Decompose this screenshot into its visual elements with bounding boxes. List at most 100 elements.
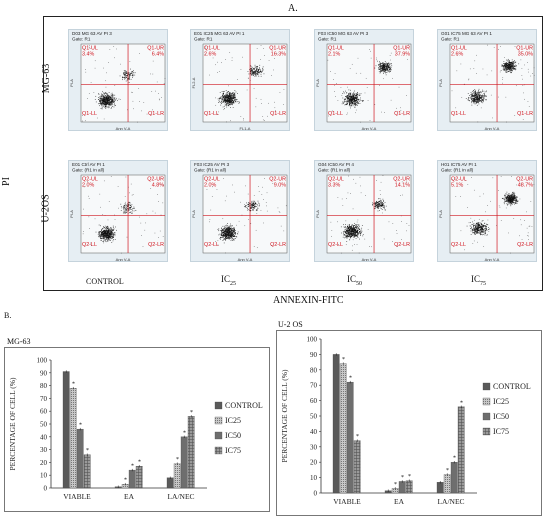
- y-tick-label: 30: [40, 446, 48, 454]
- y-tick-label: 30: [310, 443, 318, 451]
- x-category-label: LA/NEC: [167, 492, 194, 501]
- plot-x-label: Ann V-A: [485, 126, 500, 131]
- quadrant-ur-value: 35.0%: [518, 52, 533, 58]
- significance-star: *: [86, 448, 89, 454]
- quadrant-ll-label: Q2-LL: [204, 242, 219, 248]
- panel-a-label: A.: [288, 3, 298, 14]
- quadrant-ur-label: Q1-UR: [393, 46, 410, 52]
- plot-y-label: PI-A: [69, 210, 74, 218]
- plot-header: D03 MG 63 AV PI 3: [72, 31, 112, 36]
- quadrant-ll-label: Q1-LL: [328, 111, 343, 117]
- bar: [62, 371, 70, 489]
- significance-star: *: [356, 434, 359, 440]
- plot-x-label: FL1-A: [240, 126, 251, 131]
- y-tick-label: 40: [310, 428, 318, 436]
- bar: [332, 354, 340, 494]
- significance-star: *: [408, 474, 411, 480]
- quadrant-ur-label: Q2-UR: [269, 177, 286, 183]
- dot-plot: F03 IC25 AV PI 3 Gate: (R1 in all) Q2-UL 2.…: [190, 160, 290, 262]
- quadrant-ur-value: 37.9%: [395, 52, 410, 58]
- plot-area: [326, 43, 412, 123]
- quadrant-ul-label: Q2-UL: [82, 177, 98, 183]
- plot-y-label: PI-A: [438, 210, 443, 218]
- plot-gate: Gate: R1: [441, 37, 460, 42]
- quadrant-ll-label: Q2-LL: [82, 242, 97, 248]
- quadrant-ul-label: Q2-UL: [451, 177, 467, 183]
- bar: [69, 388, 77, 489]
- quadrant-ur-value: 48.7%: [518, 183, 533, 189]
- plot-area: [326, 174, 412, 254]
- legend-swatch: [214, 431, 223, 440]
- bar: [405, 480, 413, 494]
- significance-star: *: [72, 382, 75, 388]
- quadrant-ur-value: 6.4%: [152, 52, 164, 58]
- plot-y-label: PI-A: [191, 210, 196, 218]
- column-label-ic25: IC25: [221, 274, 236, 287]
- y-tick-label: 10: [40, 472, 48, 480]
- x-category-label: VIABLE: [63, 492, 91, 501]
- significance-star: *: [183, 430, 186, 436]
- quadrant-ul-value: 2.0%: [82, 183, 94, 189]
- dot-plot: E01 IC25 MG 63 AV PI 1 Gate: R1 Q1-UL 2.6% Q…: [190, 29, 290, 131]
- bar: [180, 436, 188, 489]
- plot-header: G04 IC50 AV PI 4: [318, 162, 354, 167]
- plot-y-label: PI-A: [315, 79, 320, 87]
- significance-star: *: [401, 475, 404, 481]
- x-category-label: LA/NEC: [437, 497, 464, 506]
- quadrant-ul-value: 2.6%: [451, 52, 463, 58]
- plot-x-label: Ann V-A: [116, 257, 131, 262]
- plot-area: [80, 43, 166, 123]
- quadrant-lr-label: Q1-LR: [148, 111, 164, 117]
- panel-b-label: B.: [4, 311, 12, 320]
- significance-star: *: [79, 423, 82, 429]
- significance-star: *: [342, 357, 345, 363]
- x-category-label: EA: [124, 492, 135, 501]
- quadrant-ur-label: Q2-UR: [393, 177, 410, 183]
- significance-star: *: [349, 376, 352, 382]
- bar: [339, 363, 347, 494]
- y-tick-label: 0: [314, 490, 318, 498]
- dot-cloud: [327, 44, 410, 123]
- legend-swatch: [482, 382, 491, 391]
- quadrant-ur-value: 16.3%: [271, 52, 286, 58]
- quadrant-ul-value: 2.1%: [328, 52, 340, 58]
- legend-label: CONTROL: [493, 382, 531, 391]
- significance-star: *: [138, 460, 141, 466]
- y-tick-label: 100: [307, 336, 318, 344]
- bar: [353, 440, 361, 494]
- dot-cloud: [204, 45, 285, 123]
- quadrant-lr-label: Q1-LR: [270, 111, 286, 117]
- quadrant-ll-label: Q1-LL: [451, 111, 466, 117]
- bar: [398, 481, 406, 494]
- plot-x-label: Ann V-A: [485, 257, 500, 262]
- legend-label: IC50: [225, 431, 241, 440]
- legend-swatch: [214, 401, 223, 410]
- chart-title-u2os: U-2 OS: [278, 320, 303, 329]
- x-category-label: VIABLE: [333, 497, 361, 506]
- plot-area: [202, 174, 288, 254]
- quadrant-lr-label: Q1-LR: [517, 111, 533, 117]
- quadrant-ul-value: 2.0%: [204, 183, 216, 189]
- dot-cloud: [82, 176, 164, 254]
- y-tick-label: 70: [310, 382, 318, 390]
- quadrant-lr-label: Q2-LR: [148, 242, 164, 248]
- quadrant-ur-label: Q1-UR: [516, 46, 533, 52]
- y-tick-label: 20: [40, 459, 48, 467]
- significance-star: *: [453, 456, 456, 462]
- chart-svg-u2os: 0 10 20 30 40 50 60 70 80 90 100 PERCENTAGE OF CELL…: [280, 336, 531, 507]
- plot-y-label: PI-A: [69, 79, 74, 87]
- plot-header: F03 IC25 AV PI 3: [194, 162, 230, 167]
- significance-star: *: [460, 400, 463, 406]
- column-label-ic75: IC75: [471, 274, 486, 287]
- plot-header: E01 Ctrl AV PI 1: [72, 162, 105, 167]
- y-tick-label: 90: [40, 369, 48, 377]
- plot-y-label: PI-A: [315, 210, 320, 218]
- significance-star: *: [446, 468, 449, 474]
- quadrant-lr-label: Q2-LR: [517, 242, 533, 248]
